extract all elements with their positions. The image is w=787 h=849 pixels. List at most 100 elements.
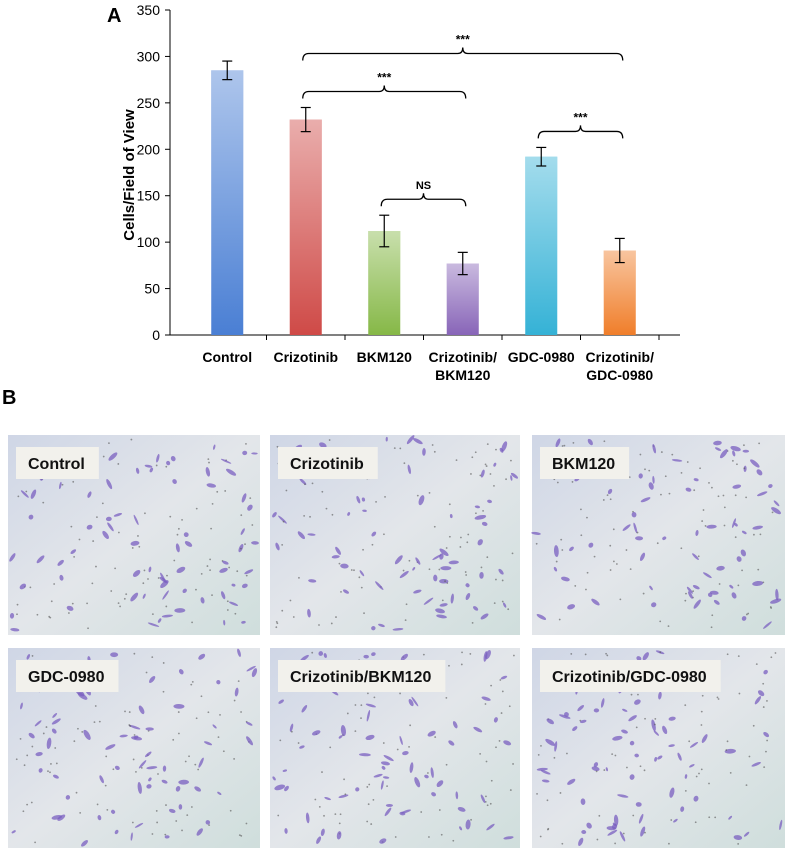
cell bbox=[555, 438, 561, 448]
pore bbox=[464, 571, 467, 573]
pore bbox=[499, 679, 502, 681]
pore bbox=[281, 609, 284, 612]
pore bbox=[321, 771, 323, 773]
cell bbox=[414, 777, 421, 788]
cell bbox=[156, 453, 160, 463]
cell bbox=[629, 774, 635, 780]
cell bbox=[480, 794, 486, 803]
pore bbox=[694, 821, 697, 824]
pore bbox=[755, 663, 758, 666]
pore bbox=[572, 441, 575, 444]
pore bbox=[702, 509, 705, 511]
pore bbox=[722, 494, 725, 497]
cell bbox=[284, 828, 288, 834]
cell bbox=[407, 464, 411, 475]
cell bbox=[472, 606, 479, 611]
pore bbox=[546, 799, 549, 802]
cell bbox=[662, 536, 667, 540]
cell bbox=[162, 590, 169, 600]
pore bbox=[438, 809, 441, 811]
pore bbox=[321, 490, 324, 493]
pore bbox=[762, 706, 765, 708]
pore bbox=[73, 555, 76, 558]
cell bbox=[751, 761, 761, 767]
pore bbox=[745, 613, 748, 616]
cell bbox=[213, 444, 216, 450]
cell bbox=[452, 721, 458, 729]
pore bbox=[366, 692, 369, 695]
pore bbox=[644, 831, 646, 834]
pore bbox=[612, 528, 615, 531]
pore bbox=[771, 511, 774, 514]
pore bbox=[303, 515, 306, 517]
pore bbox=[340, 590, 342, 593]
cell bbox=[87, 491, 92, 498]
pore bbox=[574, 585, 577, 587]
pore bbox=[684, 704, 687, 707]
cell bbox=[686, 586, 693, 594]
pore bbox=[680, 471, 683, 474]
pore bbox=[86, 602, 88, 605]
cell bbox=[86, 524, 93, 530]
cell bbox=[400, 653, 409, 661]
cell bbox=[668, 716, 676, 721]
pore bbox=[55, 762, 58, 765]
cell bbox=[587, 438, 593, 446]
pore bbox=[354, 704, 357, 706]
x-tick-label: Crizotinib/BKM120 bbox=[429, 349, 498, 383]
pore bbox=[184, 760, 187, 763]
pore bbox=[509, 789, 512, 791]
cell bbox=[440, 566, 452, 571]
cell bbox=[580, 798, 586, 805]
pore bbox=[206, 565, 209, 567]
cell bbox=[305, 812, 310, 824]
pore bbox=[495, 746, 497, 749]
cell bbox=[593, 762, 599, 768]
cell bbox=[51, 728, 57, 734]
cell bbox=[272, 776, 276, 781]
cell bbox=[59, 574, 64, 581]
pore bbox=[482, 509, 484, 512]
cell bbox=[669, 787, 675, 798]
cell bbox=[375, 581, 384, 591]
cell bbox=[427, 730, 436, 737]
cell bbox=[432, 554, 442, 561]
pore bbox=[162, 662, 165, 664]
cell bbox=[311, 730, 321, 736]
pore bbox=[445, 763, 448, 766]
micrograph: Crizotinib/GDC-0980 bbox=[532, 648, 785, 848]
pore bbox=[383, 533, 385, 536]
pore bbox=[209, 569, 211, 572]
pore bbox=[367, 803, 370, 806]
pore bbox=[698, 772, 700, 775]
cell bbox=[716, 565, 725, 571]
image-label: BKM120 bbox=[552, 456, 615, 473]
cell bbox=[34, 720, 42, 727]
cell bbox=[433, 574, 438, 582]
pore bbox=[716, 696, 719, 699]
pore bbox=[30, 801, 33, 804]
pore bbox=[501, 600, 504, 603]
pore bbox=[485, 795, 487, 798]
cell bbox=[336, 831, 342, 840]
cell bbox=[342, 589, 350, 594]
cell bbox=[481, 696, 491, 701]
cell bbox=[133, 514, 139, 526]
pore bbox=[615, 563, 618, 565]
micrograph: Crizotinib bbox=[270, 435, 520, 635]
cell bbox=[77, 692, 88, 700]
cell bbox=[51, 718, 61, 725]
pore bbox=[729, 772, 732, 774]
pore bbox=[373, 696, 376, 699]
pore bbox=[485, 465, 488, 467]
cell bbox=[134, 822, 144, 828]
pore bbox=[105, 755, 108, 758]
cell bbox=[220, 458, 232, 464]
pore bbox=[328, 439, 331, 441]
cell bbox=[110, 652, 119, 658]
cell bbox=[634, 699, 641, 705]
cell bbox=[740, 549, 747, 557]
cell bbox=[28, 514, 34, 520]
cell bbox=[564, 712, 569, 717]
cell bbox=[729, 584, 734, 589]
